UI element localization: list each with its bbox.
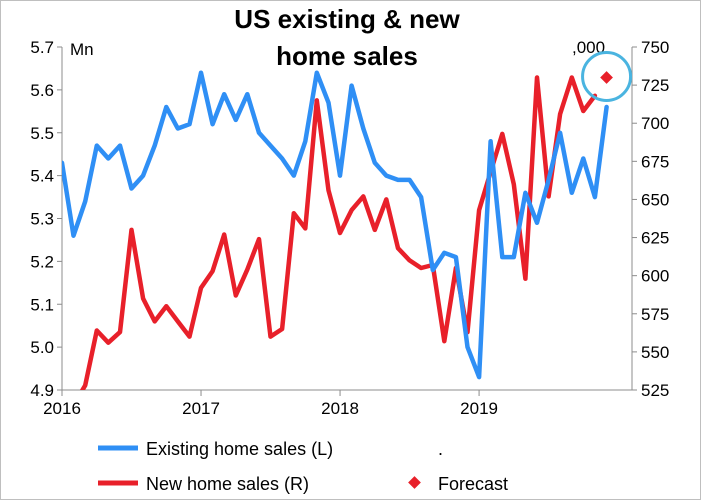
- series-lines: [62, 70, 609, 390]
- left-tick-label: 5.3: [30, 210, 54, 229]
- right-axis-unit: ,000: [572, 38, 605, 57]
- legend-label-new: New home sales (R): [146, 474, 309, 494]
- legend-label-forecast: Forecast: [438, 474, 508, 494]
- series-line-existing-home-sales: [62, 70, 609, 380]
- chart-title-line-1: US existing & new: [234, 4, 460, 34]
- left-tick-label: 5.4: [30, 167, 54, 186]
- legend-label-existing: Existing home sales (L): [146, 439, 333, 459]
- right-tick-label: 750: [641, 38, 669, 57]
- x-tick-label: 2019: [460, 399, 498, 418]
- left-tick-label: 4.9: [30, 381, 54, 400]
- left-tick-label: 5.5: [30, 124, 54, 143]
- right-tick-label: 525: [641, 381, 669, 400]
- left-tick-label: 5.0: [30, 338, 54, 357]
- forecast-highlight-circle: [581, 50, 633, 102]
- left-tick-label: 5.7: [30, 38, 54, 57]
- right-tick-label: 700: [641, 114, 669, 133]
- chart-title-line-2: home sales: [276, 41, 418, 71]
- left-tick-label: 5.6: [30, 81, 54, 100]
- right-tick-label: 675: [641, 152, 669, 171]
- x-tick-label: 2018: [321, 399, 359, 418]
- right-tick-label: 575: [641, 305, 669, 324]
- axes: 4.9 5.0 5.1 5.2 5.3 5.4 5.5 5.6 5.7 525 550 575 600 6…: [30, 38, 669, 418]
- x-tick-label: 2016: [43, 399, 81, 418]
- forecast-markers: [581, 50, 633, 102]
- right-tick-label: 625: [641, 229, 669, 248]
- left-tick-label: 5.2: [30, 252, 54, 271]
- x-tick-label: 2017: [182, 399, 220, 418]
- left-tick-label: 5.1: [30, 295, 54, 314]
- left-axis-unit: Mn: [70, 40, 94, 59]
- series-line-new-home-sales: [79, 75, 598, 390]
- right-tick-label: 600: [641, 267, 669, 286]
- forecast-marker: [600, 71, 613, 84]
- legend-label-dot: .: [438, 439, 443, 459]
- right-tick-label: 725: [641, 76, 669, 95]
- right-tick-label: 650: [641, 190, 669, 209]
- legend-swatch-forecast: [408, 476, 421, 489]
- right-tick-label: 550: [641, 343, 669, 362]
